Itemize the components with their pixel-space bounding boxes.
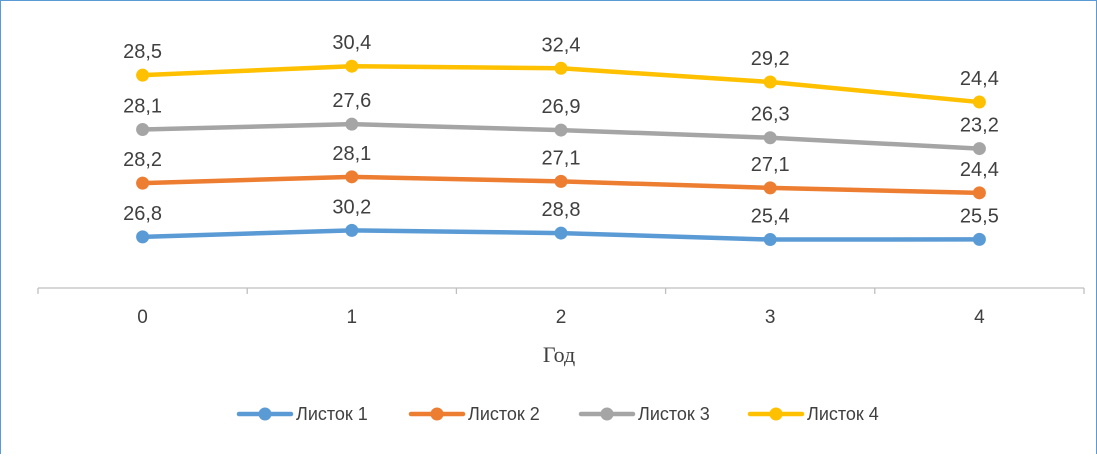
data-label: 26,3 — [751, 104, 790, 126]
data-point — [972, 186, 986, 200]
data-label: 28,2 — [123, 149, 162, 171]
data-label: 27,6 — [332, 90, 371, 112]
data-label: 28,5 — [123, 41, 162, 63]
legend-swatch-marker — [769, 407, 783, 421]
legend-label: Листок 4 — [807, 404, 879, 424]
data-point — [345, 117, 359, 131]
data-label: 27,1 — [751, 154, 790, 176]
data-point — [345, 223, 359, 237]
legend-swatch-marker — [600, 407, 614, 421]
legend-swatch-marker — [258, 407, 272, 421]
series-lines — [136, 59, 986, 247]
legend-label: Листок 2 — [468, 404, 540, 424]
data-point — [554, 61, 568, 75]
data-labels: 26,8 30,2 28,8 25,4 25,5 28,2 28,1 27,1 27,1 24,4… — [123, 32, 999, 227]
x-tick-label: 3 — [765, 307, 776, 328]
data-label: 30,4 — [332, 32, 371, 54]
data-label: 30,2 — [332, 196, 371, 218]
data-label: 32,4 — [542, 34, 581, 56]
data-point — [136, 68, 150, 82]
data-point — [972, 95, 986, 109]
legend-item: Листок 2 — [408, 404, 540, 424]
data-label: 28,1 — [123, 96, 162, 118]
legend: Листок 1 Листок 2 Листок 3 Листок 4 — [236, 404, 879, 424]
x-axis-title: Год — [543, 342, 575, 367]
data-label: 25,4 — [751, 206, 790, 228]
data-point — [763, 181, 777, 195]
data-label: 24,4 — [960, 159, 999, 181]
legend-item: Листок 1 — [236, 404, 368, 424]
data-point — [136, 230, 150, 244]
data-point — [972, 232, 986, 246]
x-tick-label: 1 — [347, 307, 358, 328]
x-tick-label: 2 — [556, 307, 567, 328]
data-point — [136, 176, 150, 190]
legend-item: Листок 4 — [747, 404, 879, 424]
data-point — [763, 131, 777, 145]
x-axis: 0 1 2 3 4 — [37, 287, 1085, 328]
data-label: 28,8 — [542, 199, 581, 221]
data-point — [554, 226, 568, 240]
x-tick-label: 0 — [137, 307, 148, 328]
data-label: 26,9 — [542, 96, 581, 118]
data-label: 26,8 — [123, 203, 162, 225]
data-point — [554, 174, 568, 188]
data-label: 27,1 — [542, 147, 581, 169]
x-tick-label: 4 — [974, 307, 985, 328]
legend-label: Листок 1 — [296, 404, 368, 424]
data-label: 28,1 — [332, 143, 371, 165]
legend-item: Листок 3 — [578, 404, 710, 424]
data-point — [554, 123, 568, 137]
legend-label: Листок 3 — [638, 404, 710, 424]
data-point — [763, 233, 777, 247]
data-point — [345, 170, 359, 184]
data-label: 24,4 — [960, 68, 999, 90]
data-point — [136, 123, 150, 137]
data-point — [972, 142, 986, 156]
data-label: 25,5 — [960, 205, 999, 227]
data-point — [763, 75, 777, 89]
data-label: 23,2 — [960, 115, 999, 137]
legend-swatch-marker — [430, 407, 444, 421]
data-label: 29,2 — [751, 48, 790, 70]
data-point — [345, 59, 359, 73]
